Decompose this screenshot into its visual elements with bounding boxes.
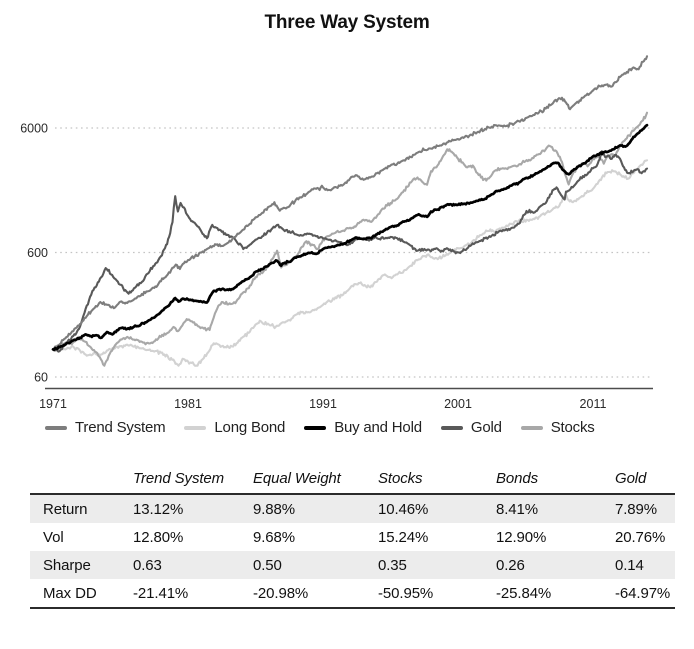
legend-label: Gold	[470, 419, 502, 436]
legend-item-gold: Gold	[440, 419, 502, 436]
table-row: Vol 12.80% 9.68% 15.24% 12.90% 20.76%	[30, 523, 675, 551]
table-column-header: Stocks	[378, 466, 496, 495]
stat-value: 9.88%	[253, 500, 296, 518]
row-label: Return	[43, 500, 88, 518]
legend-dash-icon	[304, 425, 327, 430]
legend-dash-icon	[520, 425, 543, 430]
chart-legend: Trend System Long Bond Buy and Hold Gold Sto…	[45, 419, 595, 436]
x-axis-tick-label: 1991	[309, 397, 337, 411]
legend-dash-icon	[45, 425, 67, 430]
stat-value: -20.98%	[253, 579, 378, 609]
stat-value: 12.90%	[496, 528, 547, 546]
table-row: Max DD -21.41% -20.98% -50.95% -25.84% -64.97…	[30, 579, 675, 609]
legend-item-long-bond: Long Bond	[184, 419, 285, 436]
stat-value: 7.89%	[615, 500, 658, 518]
stat-value: 0.26	[496, 556, 525, 574]
x-axis-tick-label: 2001	[444, 397, 472, 411]
row-label: Sharpe	[43, 556, 91, 574]
legend-dash-icon	[440, 425, 463, 430]
legend-label: Long Bond	[214, 419, 286, 436]
stat-value: 12.80%	[133, 528, 184, 546]
row-label: Vol	[43, 528, 64, 546]
x-axis-tick-label: 2011	[580, 397, 607, 411]
series-line-gold	[51, 150, 649, 353]
table-column-header: Gold	[615, 466, 675, 495]
row-label: Max DD	[30, 579, 133, 609]
stat-value: 15.24%	[378, 528, 429, 546]
stat-value: 8.41%	[496, 500, 539, 518]
stat-value: 0.14	[615, 556, 644, 574]
stat-value: -25.84%	[496, 579, 615, 609]
table-column-header	[30, 466, 133, 495]
stat-value: 10.46%	[378, 500, 429, 518]
table-column-header: Trend System	[133, 466, 253, 495]
legend-label: Stocks	[550, 419, 595, 436]
table-header-row: Trend System Equal Weight Stocks Bonds Gold	[30, 466, 675, 495]
stat-value: 20.76%	[615, 528, 666, 546]
stat-value: 0.63	[133, 556, 162, 574]
stat-value: -21.41%	[133, 579, 253, 609]
stat-value: 9.68%	[253, 528, 296, 546]
stat-value: -50.95%	[378, 579, 496, 609]
legend-item-stocks: Stocks	[520, 419, 595, 436]
table-row: Sharpe 0.63 0.50 0.35 0.26 0.14	[30, 551, 675, 579]
series-line-trend-system	[51, 55, 649, 351]
legend-label: Trend System	[75, 419, 166, 436]
stat-value: 0.50	[253, 556, 282, 574]
legend-dash-icon	[184, 425, 207, 430]
stat-value: 0.35	[378, 556, 407, 574]
series-line-stocks	[51, 111, 649, 367]
stat-value: 13.12%	[133, 500, 184, 518]
series-line-buy-and-hold	[51, 123, 649, 352]
x-axis-tick-label: 1971	[39, 397, 67, 411]
y-axis-tick-label: 600	[27, 246, 48, 260]
legend-label: Buy and Hold	[334, 419, 422, 436]
y-axis-tick-label: 60	[34, 371, 48, 385]
legend-item-trend-system: Trend System	[45, 419, 166, 436]
legend-item-buy-and-hold: Buy and Hold	[304, 419, 422, 436]
table-row: Return 13.12% 9.88% 10.46% 8.41% 7.89%	[30, 494, 675, 523]
table-column-header: Bonds	[496, 466, 615, 495]
y-axis-tick-label: 6000	[20, 122, 48, 136]
stat-value: -64.97%	[615, 579, 675, 609]
series-line-long-bond	[51, 159, 649, 367]
chart-title: Three Way System	[264, 12, 430, 33]
performance-line-chart: 60 600 6000 1971 1981 1991 2001 2011	[20, 55, 653, 411]
stats-table: Trend System Equal Weight Stocks Bonds Gold …	[30, 466, 675, 609]
x-axis-tick-label: 1981	[174, 397, 202, 411]
table-column-header: Equal Weight	[253, 466, 378, 495]
